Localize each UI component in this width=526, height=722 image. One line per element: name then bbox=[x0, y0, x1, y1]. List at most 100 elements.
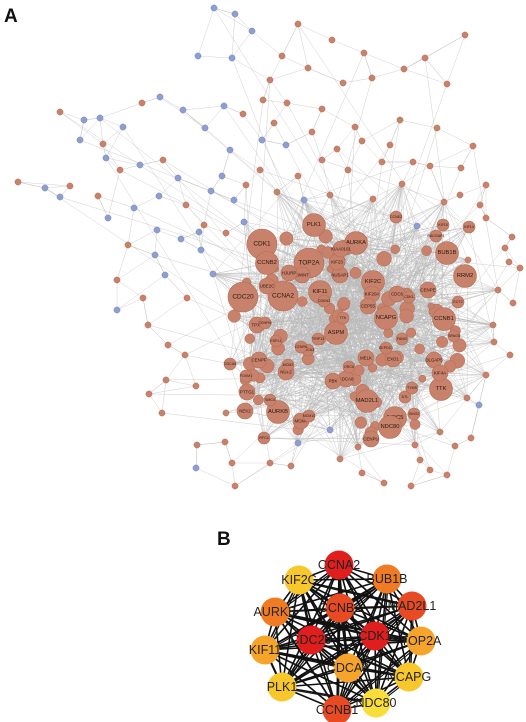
gene-node-mcm10: MCM10 bbox=[302, 409, 316, 423]
network-edge bbox=[262, 99, 288, 104]
gene-node-circle bbox=[311, 332, 325, 346]
network-edge bbox=[436, 127, 474, 147]
network-edge bbox=[269, 67, 309, 81]
downregulated-gene-node bbox=[96, 114, 104, 122]
upregulated-gene-node bbox=[354, 443, 362, 451]
hub-edge bbox=[298, 579, 349, 669]
network-edge bbox=[429, 165, 462, 169]
downregulated-gene-node bbox=[207, 187, 215, 195]
network-edge bbox=[269, 313, 383, 401]
network-edge bbox=[330, 268, 367, 359]
network-edge bbox=[177, 177, 187, 206]
downregulated-gene-node bbox=[475, 401, 483, 409]
network-edge bbox=[371, 348, 420, 433]
network-edge bbox=[339, 446, 359, 460]
downregulated-gene-node bbox=[197, 246, 205, 254]
gene-node-spag5: SPAG5 bbox=[447, 329, 461, 343]
network-edge bbox=[44, 187, 334, 382]
gene-node-cenpa: CENPA bbox=[294, 340, 308, 354]
network-edge bbox=[410, 250, 427, 333]
network-edge bbox=[256, 324, 261, 378]
hub-node-plk1: PLK1 bbox=[267, 672, 297, 702]
gene-node-circle bbox=[238, 383, 256, 401]
gene-node-racgap1: RACGAP1 bbox=[427, 229, 445, 243]
upregulated-gene-node bbox=[400, 65, 408, 73]
network-edge bbox=[231, 13, 236, 59]
upregulated-gene-node bbox=[509, 299, 517, 307]
network-edge bbox=[44, 185, 71, 189]
network-edge bbox=[148, 385, 197, 395]
gene-node-label: ORC6 bbox=[344, 365, 354, 369]
hub-node-label: KIF2C bbox=[281, 573, 316, 587]
upregulated-gene-node bbox=[418, 374, 427, 383]
network-edge bbox=[243, 184, 247, 223]
upregulated-gene-node bbox=[409, 419, 421, 430]
upregulated-gene-node bbox=[270, 119, 278, 127]
upregulated-gene-node bbox=[242, 181, 250, 189]
network-edge bbox=[133, 195, 160, 209]
upregulated-gene-node bbox=[353, 364, 365, 376]
network-edge bbox=[102, 143, 121, 171]
gene-node-circle bbox=[302, 409, 316, 423]
upregulated-gene-node bbox=[505, 258, 513, 266]
network-edge bbox=[355, 242, 432, 307]
network-edge bbox=[200, 249, 214, 275]
downregulated-gene-node bbox=[231, 10, 239, 18]
network-edge bbox=[203, 224, 227, 234]
downregulated-gene-node bbox=[151, 251, 159, 259]
network-edge bbox=[244, 248, 342, 412]
gene-node-circle bbox=[255, 251, 279, 275]
upregulated-gene-node bbox=[421, 245, 432, 256]
upregulated-gene-node bbox=[457, 164, 465, 172]
hub-node-bub1b: BUB1B bbox=[367, 564, 408, 594]
network-edge bbox=[410, 474, 448, 487]
upregulated-gene-node bbox=[339, 79, 347, 87]
hub-edge bbox=[281, 635, 376, 688]
network-edge bbox=[161, 379, 167, 414]
gene-node-ttk: TTK bbox=[336, 311, 350, 325]
network-edge bbox=[414, 431, 441, 446]
downregulated-gene-node bbox=[130, 204, 138, 212]
gene-node-label: KIF11 bbox=[312, 289, 327, 295]
hub-edge bbox=[266, 580, 389, 652]
network-edge bbox=[229, 285, 268, 365]
network-edge bbox=[156, 229, 182, 240]
upregulated-gene-node bbox=[14, 178, 22, 186]
network-edge bbox=[347, 126, 356, 252]
upregulated-gene-node bbox=[351, 123, 359, 131]
gene-node-kiaa0101: KIAA0101 bbox=[331, 240, 351, 258]
gene-node-label: DTL bbox=[402, 395, 409, 399]
gene-node-dlgap5: DLGAP5 bbox=[425, 351, 443, 369]
network-edge bbox=[213, 7, 331, 196]
network-edge bbox=[286, 102, 323, 110]
network-edge bbox=[446, 445, 456, 476]
network-edge bbox=[321, 159, 445, 203]
downregulated-gene-node bbox=[102, 154, 110, 162]
gene-node-cenpm: CENPM bbox=[259, 316, 271, 330]
upregulated-gene-node bbox=[221, 438, 229, 446]
upregulated-gene-node bbox=[407, 482, 415, 490]
hub-edge bbox=[347, 578, 388, 669]
network-edge bbox=[329, 194, 495, 343]
gene-node-label: NUF2 bbox=[280, 370, 292, 375]
network-edge bbox=[512, 267, 521, 304]
network-edge bbox=[99, 117, 124, 128]
network-edge bbox=[212, 175, 299, 275]
upregulated-gene-node bbox=[433, 124, 441, 132]
network-edge bbox=[133, 207, 344, 305]
gene-node-circle bbox=[379, 341, 393, 355]
network-edge bbox=[264, 322, 319, 340]
gene-node-circle bbox=[453, 264, 477, 288]
network-edge bbox=[276, 175, 299, 193]
gene-node-espl1: ESPL1 bbox=[269, 334, 283, 348]
downregulated-gene-node bbox=[226, 146, 234, 154]
gene-node-label: MELK bbox=[360, 356, 372, 361]
upregulated-gene-node bbox=[273, 188, 281, 196]
network-edge bbox=[331, 39, 365, 54]
network-edge bbox=[154, 254, 247, 283]
network-edge bbox=[273, 102, 288, 124]
upregulated-gene-node bbox=[318, 105, 326, 113]
network-edge bbox=[385, 317, 487, 376]
gene-node-circle bbox=[451, 295, 465, 309]
hub-edge bbox=[310, 639, 410, 678]
